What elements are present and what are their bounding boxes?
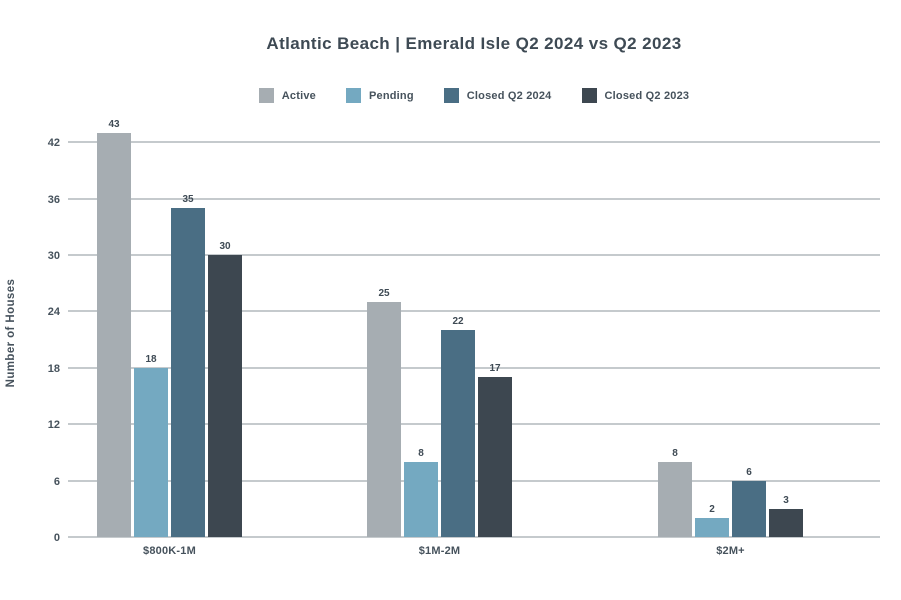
y-tick-label-30: 30 <box>47 250 60 262</box>
y-tick-label-6: 6 <box>53 475 60 488</box>
legend: Active Pending Closed Q2 2024 Closed Q2 202… <box>48 88 900 103</box>
gridline-y-36 <box>68 197 880 200</box>
legend-label: Closed Q2 2024 <box>466 89 552 102</box>
legend-swatch-icon <box>443 88 459 103</box>
legend-label: Pending <box>368 89 414 102</box>
bar-pending-1 <box>134 367 168 537</box>
legend-item-closed-q2-2023: Closed Q2 2023 <box>581 88 690 103</box>
bar-closed-q2-2024-2 <box>441 330 475 537</box>
legend-swatch-icon <box>581 88 597 103</box>
bar-value-label: 25 <box>378 288 390 299</box>
legend-item-closed-q2-2024: Closed Q2 2024 <box>443 88 552 103</box>
legend-swatch-icon <box>258 88 274 103</box>
bar-value-label: 43 <box>108 118 120 130</box>
bar-pending-3 <box>695 518 729 537</box>
legend-item-pending: Pending <box>345 88 414 103</box>
y-tick-label-12: 12 <box>47 419 60 432</box>
y-tick-label-42: 42 <box>47 137 60 150</box>
bar-value-label: 35 <box>182 194 194 205</box>
gridline-y-0 <box>68 536 880 538</box>
legend-label: Active <box>281 89 316 102</box>
y-tick-label-18: 18 <box>47 362 60 375</box>
bar-closed-q2-2024-3 <box>732 480 766 537</box>
gridline-y-42 <box>68 141 880 144</box>
y-axis-title: Number of Houses <box>5 278 17 388</box>
bar-value-label: 8 <box>672 447 678 459</box>
x-axis-label-1: $800K-1M <box>143 545 196 557</box>
y-tick-label-36: 36 <box>47 193 60 206</box>
bar-value-label: 2 <box>709 504 715 516</box>
y-tick-label-0: 0 <box>53 532 60 544</box>
bar-closed-q2-2024-1 <box>171 208 205 537</box>
bar-closed-q2-2023-1 <box>208 255 242 537</box>
bar-value-label: 22 <box>452 316 464 328</box>
plot-area: 0 6 12 18 24 30 36 42 43 18 35 30 25 8 22 17 8 2 6 3 <box>48 119 880 544</box>
bar-closed-q2-2023-2 <box>478 377 512 537</box>
bar-value-label: 30 <box>219 241 231 252</box>
legend-item-active: Active <box>258 88 316 103</box>
bar-pending-2 <box>404 461 438 537</box>
gridline-y-30 <box>68 254 880 256</box>
bar-value-label: 8 <box>418 447 424 459</box>
bar-active-3 <box>658 461 692 537</box>
bar-value-label: 3 <box>783 494 789 506</box>
legend-swatch-icon <box>345 88 361 103</box>
bar-closed-q2-2023-3 <box>769 508 803 537</box>
gridline-y-24 <box>68 310 880 313</box>
bar-value-label: 6 <box>746 466 752 478</box>
legend-label: Closed Q2 2023 <box>604 89 690 102</box>
chart-title: Atlantic Beach | Emerald Isle Q2 2024 vs… <box>266 34 682 53</box>
bar-value-label: 18 <box>145 353 157 365</box>
x-axis-label-2: $1M-2M <box>418 545 461 557</box>
y-tick-label-24: 24 <box>47 306 60 319</box>
bar-active-2 <box>367 302 401 537</box>
bar-value-label: 17 <box>489 363 501 375</box>
x-axis-label-3: $2M+ <box>716 545 745 557</box>
bar-active-1 <box>97 132 131 537</box>
